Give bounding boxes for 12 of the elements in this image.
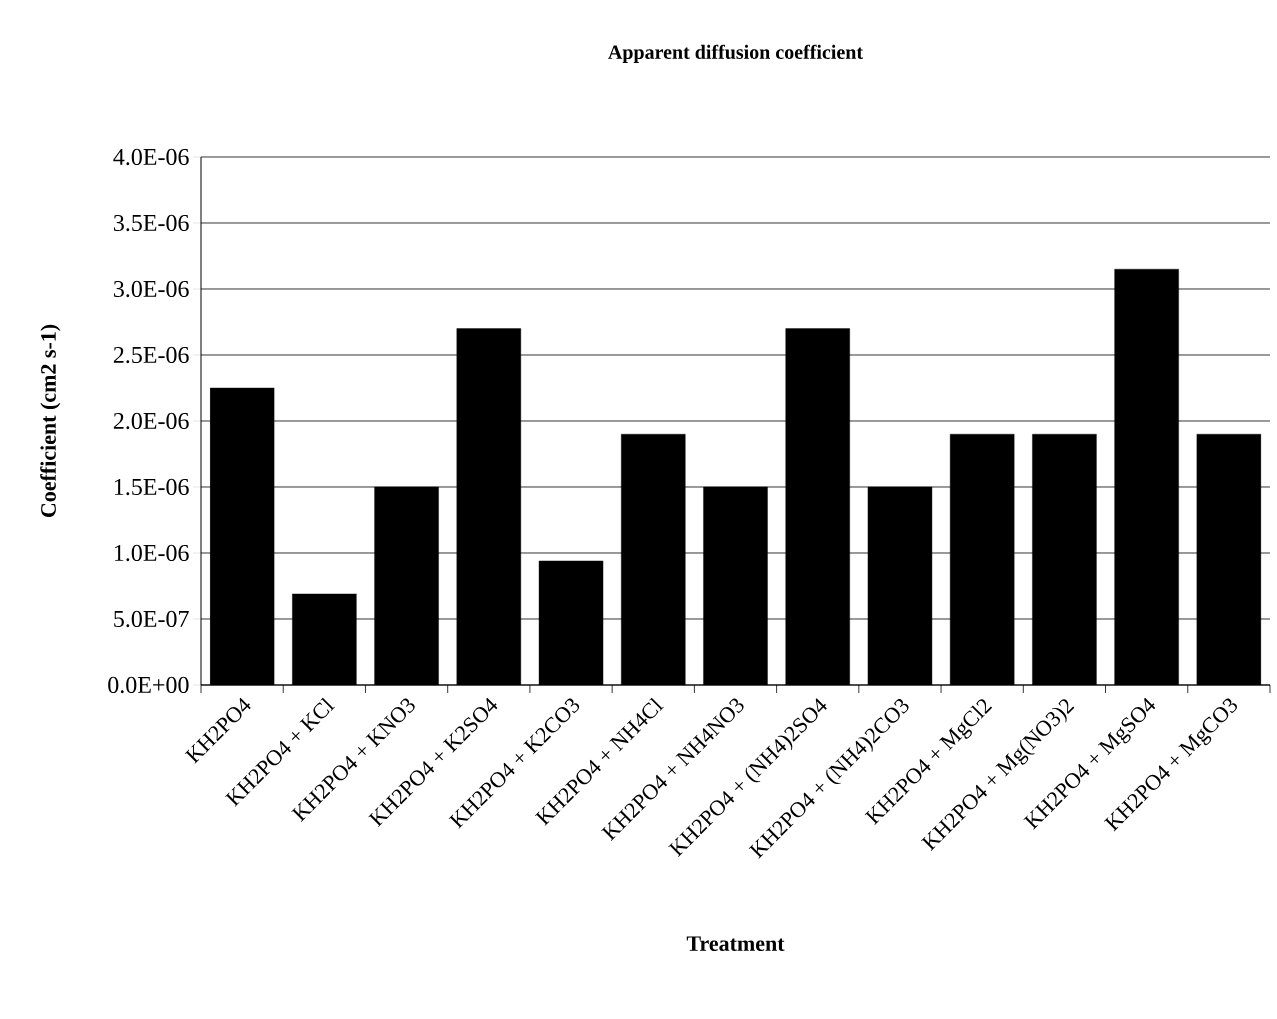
y-tick-label: 4.0E-06 (113, 148, 189, 166)
y-tick-label: 3.0E-06 (113, 280, 189, 298)
chart-title: Apparent diffusion coefficient (608, 44, 863, 63)
y-tick-label: 5.0E-07 (114, 610, 189, 628)
y-tick-label: 1.5E-06 (114, 478, 189, 496)
x-axis-title: Treatment (686, 936, 785, 952)
y-tick-label: 2.5E-06 (113, 346, 189, 364)
y-tick-label: 1.0E-06 (114, 544, 189, 562)
y-tick-label: 2.0E-06 (113, 412, 189, 430)
y-tick-label: 0.0E+00 (108, 676, 189, 694)
y-axis-title: Coefficient (cm2 s-1) (40, 324, 61, 518)
y-tick-label: 3.5E-06 (113, 214, 189, 232)
